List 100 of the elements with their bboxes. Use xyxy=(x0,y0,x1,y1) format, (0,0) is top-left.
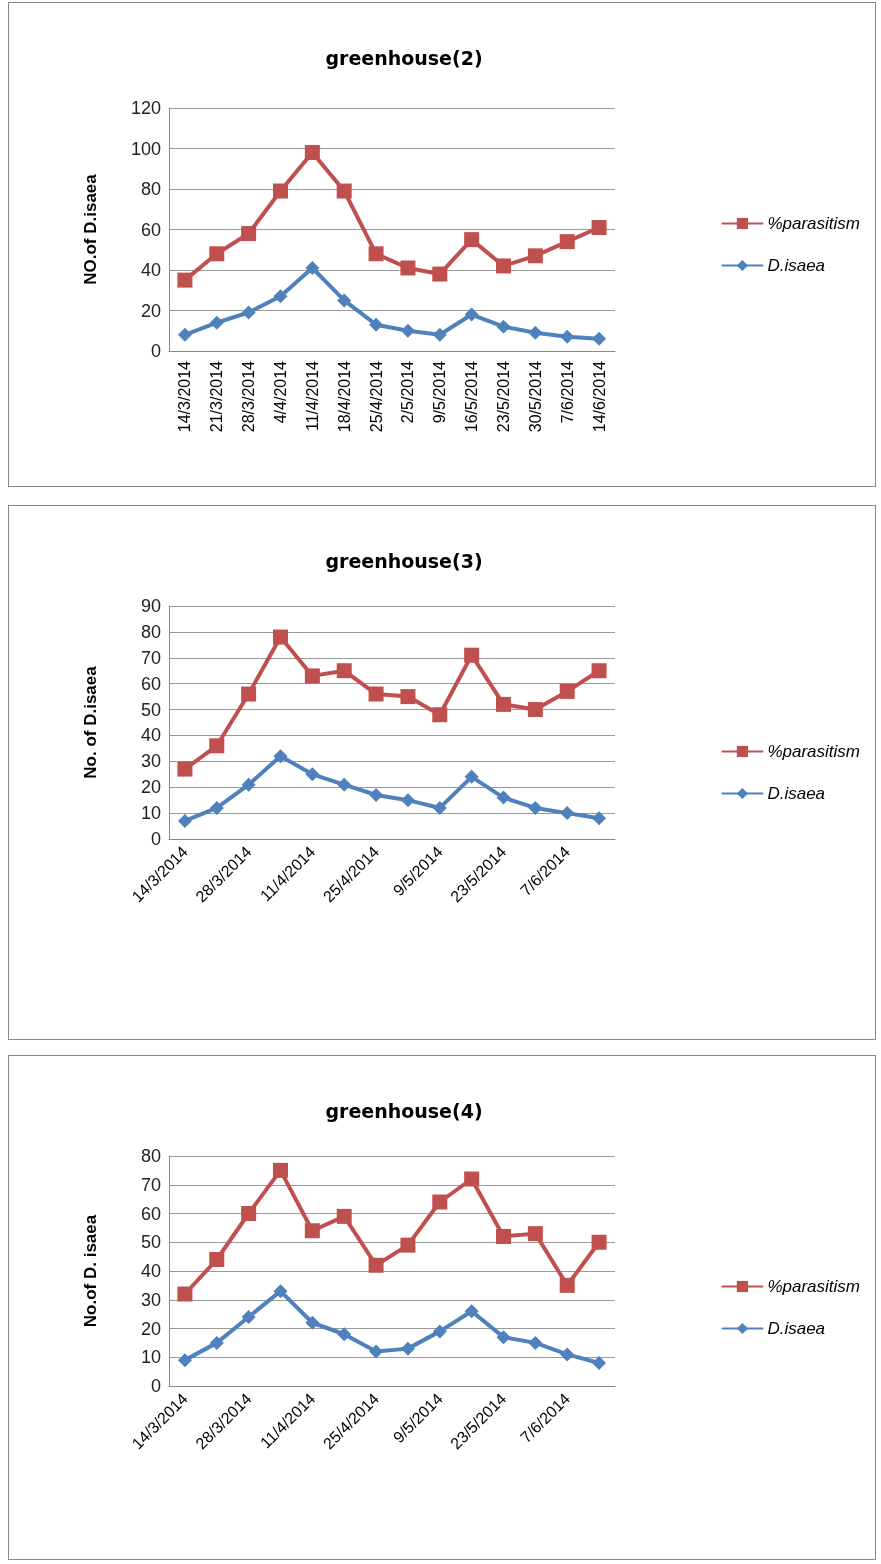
y-tick-label: 80 xyxy=(140,621,161,642)
y-tick-label: 20 xyxy=(140,300,161,321)
y-tick-label: 0 xyxy=(150,341,161,361)
point xyxy=(209,738,225,754)
x-tick-label: 28/3/2014 xyxy=(240,360,258,433)
point xyxy=(368,686,384,702)
point xyxy=(209,1252,225,1267)
y-tick-label: 70 xyxy=(140,1174,161,1195)
point xyxy=(559,1277,575,1293)
y-axis-title: No. of D.isaea xyxy=(81,665,100,779)
point xyxy=(337,1327,352,1342)
point xyxy=(400,1237,416,1253)
point xyxy=(304,145,320,161)
x-tick-label: 23/5/2014 xyxy=(495,360,512,433)
point xyxy=(241,305,256,320)
legend-label: %parasitism xyxy=(767,742,861,761)
y-tick-label: 80 xyxy=(140,1146,161,1166)
point xyxy=(305,260,320,275)
point xyxy=(369,1344,384,1359)
point xyxy=(592,811,607,826)
point xyxy=(177,1353,192,1368)
point xyxy=(432,800,447,815)
y-tick-label: 20 xyxy=(140,777,161,798)
point xyxy=(432,1324,447,1339)
point xyxy=(496,1229,511,1244)
point xyxy=(560,329,575,344)
point xyxy=(177,813,192,828)
point xyxy=(304,1223,320,1239)
y-tick-label: 20 xyxy=(140,1318,161,1339)
y-axis-title: NO.of D.isaea xyxy=(81,173,100,285)
point xyxy=(209,800,224,815)
point xyxy=(528,800,543,815)
chart-title: greenhouse(3) xyxy=(325,549,483,572)
legend-label: D.isaea xyxy=(767,256,826,275)
y-tick-label: 90 xyxy=(140,596,161,616)
y-tick-label: 40 xyxy=(140,725,161,746)
point xyxy=(241,226,257,242)
point xyxy=(527,248,543,264)
y-tick-label: 50 xyxy=(140,699,161,720)
point xyxy=(209,246,225,262)
point xyxy=(496,790,511,805)
point xyxy=(304,668,320,684)
legend-label: %parasitism xyxy=(767,1277,861,1296)
point xyxy=(464,232,480,248)
point xyxy=(496,319,511,334)
point xyxy=(337,293,352,308)
point xyxy=(560,806,575,821)
point xyxy=(559,234,575,250)
point xyxy=(528,325,543,340)
x-tick-label: 16/5/2014 xyxy=(463,360,481,433)
x-tick-label: 14/3/2014 xyxy=(176,360,194,433)
point xyxy=(400,689,416,705)
point xyxy=(400,1341,415,1356)
y-tick-label: 70 xyxy=(140,647,161,668)
point xyxy=(559,683,575,699)
point xyxy=(177,272,193,288)
y-tick-label: 0 xyxy=(150,1376,161,1396)
y-tick-label: 80 xyxy=(140,179,161,199)
point xyxy=(591,1234,607,1250)
x-tick-label: 9/5/2014 xyxy=(431,360,449,424)
y-axis-title: No.of D. isaea xyxy=(81,1214,100,1328)
point xyxy=(273,629,288,645)
y-tick-label: 30 xyxy=(140,751,161,772)
y-tick-label: 10 xyxy=(140,1347,161,1368)
point xyxy=(527,702,543,718)
y-tick-label: 60 xyxy=(140,219,161,240)
y-tick-label: 30 xyxy=(140,1289,161,1310)
point xyxy=(592,1356,607,1370)
point xyxy=(432,707,448,723)
point xyxy=(336,663,352,679)
point xyxy=(432,1194,448,1210)
y-tick-label: 0 xyxy=(150,829,161,849)
point xyxy=(305,767,320,782)
legend-label: %parasitism xyxy=(767,214,861,233)
y-tick-label: 60 xyxy=(140,1203,161,1224)
point xyxy=(432,327,447,342)
y-tick-label: 120 xyxy=(130,98,161,118)
point xyxy=(464,769,479,784)
point xyxy=(496,258,511,274)
point xyxy=(369,317,384,332)
legend-label: D.isaea xyxy=(767,784,826,803)
chart-title: greenhouse(4) xyxy=(325,1099,483,1122)
point xyxy=(177,327,192,342)
point xyxy=(464,307,479,322)
point xyxy=(464,1171,480,1187)
point xyxy=(305,1315,320,1330)
point xyxy=(464,1304,479,1319)
x-tick-label: 11/4/2014 xyxy=(303,360,321,431)
point xyxy=(177,761,193,777)
point xyxy=(337,777,352,792)
point xyxy=(368,246,384,262)
x-tick-label: 25/4/2014 xyxy=(367,360,385,433)
y-tick-label: 40 xyxy=(140,260,161,280)
point xyxy=(241,1310,256,1324)
y-tick-label: 40 xyxy=(140,1261,161,1281)
point xyxy=(592,331,607,346)
chart-title: greenhouse(2) xyxy=(325,46,483,69)
point xyxy=(591,219,607,235)
x-tick-label: 14/6/2014 xyxy=(590,360,608,433)
point xyxy=(528,1335,543,1350)
